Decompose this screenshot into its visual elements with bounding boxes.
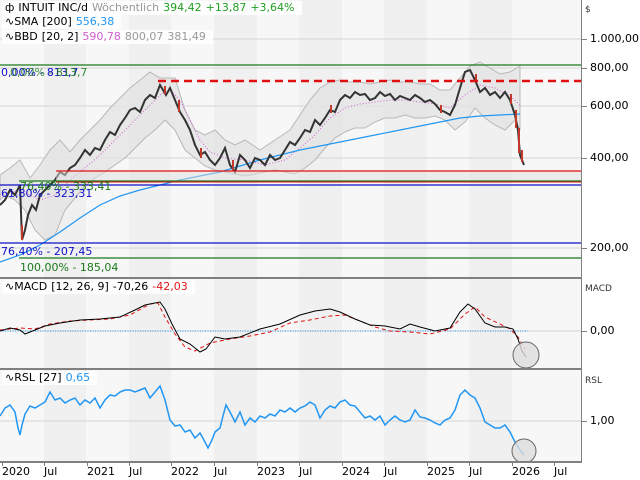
price-candles [0,68,525,241]
x-label: 2024 [342,465,370,478]
fib-label-100: 100,00% - 185,04 [20,261,119,274]
macd-legend[interactable]: ∿MACD [12, 26, 9] -70,26 -42,03 [2,280,195,294]
background-stripes [44,0,512,277]
indicator-wave-icon: ∿ [5,15,15,28]
x-tick [214,462,215,466]
price-change-pct: +3,64% [250,1,295,14]
x-label: Jul [299,465,313,478]
indicator-wave-icon: ∿ [5,371,15,384]
rsl-axis-title: RSL [585,376,602,386]
x-label: Jul [469,465,483,478]
fib-label-top: 0,00% - 813,7 [10,66,88,79]
symbol-label: INTUIT INC/d [18,1,88,14]
y-tick [582,68,587,69]
bbd-upper-value: 800,07 [124,30,164,43]
price-chart-pane[interactable]: ф INTUIT INC/d Wöchentlich 394,42 +13,87 +3,6… [0,0,581,277]
x-tick [87,462,88,466]
y-tick-label: 600,00 [590,99,629,112]
sma-value: 556,38 [75,15,115,28]
y-tick-label: 400,00 [590,151,629,164]
y-tick [582,106,587,107]
fib-label-76-green: 76,40% - 333,41 [20,180,112,193]
x-label: Jul [384,465,398,478]
price-change: +13,87 [205,1,247,14]
x-tick [171,462,172,466]
rsl-line [0,384,525,456]
x-tick [129,462,130,466]
x-label: 2020 [2,465,30,478]
rsl-legend[interactable]: ∿RSL [27] 0,65 [2,371,98,385]
bbd-mid-value: 590,78 [82,30,121,43]
macd-line [0,301,527,358]
bollinger-middle-line [0,84,521,201]
background-stripes [44,370,512,461]
macd-signal-line [0,302,526,352]
y-tick [582,248,587,249]
x-tick [384,462,385,466]
y-tick-label: 200,00 [590,241,629,254]
x-label: 2022 [171,465,199,478]
pane-splitter-rsl[interactable] [0,368,582,370]
x-label: Jul [214,465,228,478]
price-unit: $ [585,5,591,15]
y-tick [582,421,587,422]
last-price: 394,42 [163,1,202,14]
support-zone [56,171,581,182]
x-tick [342,462,343,466]
macd-highlight-circle [512,341,540,368]
y-tick-label: 800,00 [590,61,629,74]
rsl-value: 0,65 [65,371,91,384]
x-tick [2,462,3,466]
fib-label-top-blue: 0,00% - 813,7 [1,66,79,79]
y-tick-label: 1.000,00 [590,32,639,45]
indicator-wave-icon: ∿ [5,30,15,43]
x-tick [427,462,428,466]
macd-signal-value: -42,03 [152,280,188,293]
x-label: Jul [129,465,143,478]
rsl-highlight-circle [511,438,537,461]
y-tick [582,331,587,332]
fib-label-61-blue: 61,80% - 323,31 [1,187,93,200]
x-tick [257,462,258,466]
macd-tick-label: 0,00 [590,324,615,337]
bottom-border [0,461,582,463]
macd-value: -70,26 [112,280,149,293]
price-chart-svg [0,0,581,277]
x-label: 2025 [427,465,455,478]
instrument-icon: ф [5,1,15,14]
x-tick [469,462,470,466]
macd-axis-title: MACD [585,284,612,294]
y-tick [582,39,587,40]
fib-label-76-blue: 76,40% - 207,45 [1,245,93,258]
x-label: Jul [554,465,568,478]
x-label: 2023 [257,465,285,478]
indicator-wave-icon: ∿ [5,280,15,293]
x-tick [299,462,300,466]
down-candles [21,74,523,240]
x-label: 2026 [512,465,540,478]
x-tick [512,462,513,466]
macd-pane[interactable]: ∿MACD [12, 26, 9] -70,26 -42,03 [0,279,581,368]
period-label: Wöchentlich [91,1,160,14]
price-legend: ф INTUIT INC/d Wöchentlich 394,42 +13,87 +3,6… [2,1,302,15]
x-tick [44,462,45,466]
bbd-lower-value: 381,49 [167,30,206,43]
pane-splitter-macd[interactable] [0,277,582,279]
x-label: 2021 [87,465,115,478]
sma-legend[interactable]: ∿SMA [200] 556,38 [2,15,122,29]
rsl-pane[interactable]: ∿RSL [27] 0,65 [0,370,581,461]
price-axis-line [581,0,582,462]
bbd-legend[interactable]: ∿BBD [20, 2] 590,78 800,07 381,49 [2,30,213,44]
rsl-tick-label: 1,00 [590,414,615,427]
x-tick [554,462,555,466]
y-tick [582,158,587,159]
x-label: Jul [44,465,58,478]
rsl-svg [0,370,581,461]
